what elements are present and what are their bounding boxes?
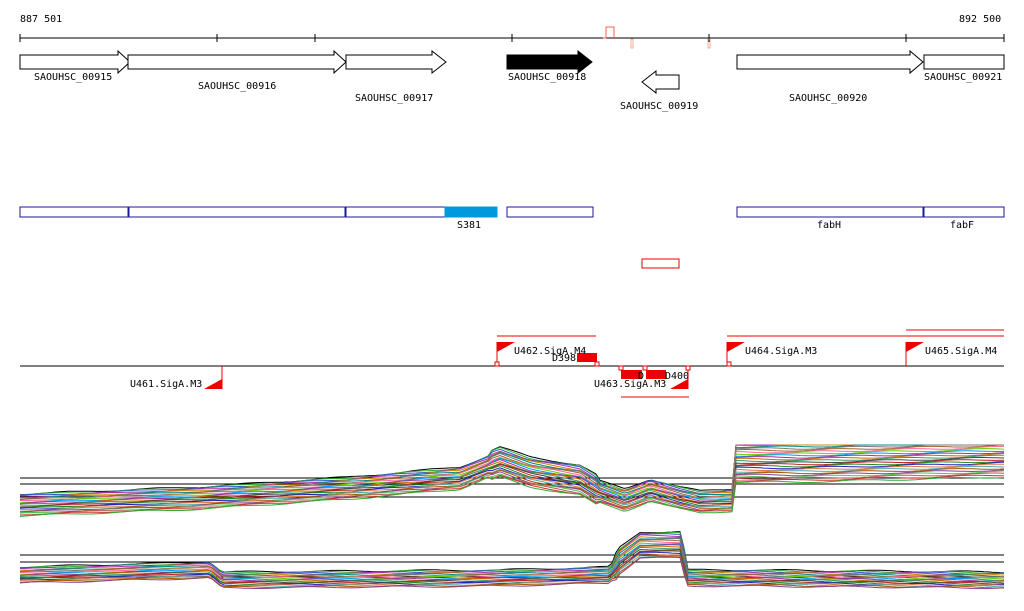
promoter-flag-u461[interactable] [204, 379, 222, 389]
operon-box[interactable] [506, 206, 594, 218]
expression-trace [20, 457, 1005, 508]
expression-trace [19, 556, 1005, 590]
promoter-flag-u462[interactable] [497, 342, 515, 352]
operon-label: fabF [950, 220, 974, 231]
signal-peak-marker [603, 26, 615, 39]
expression-trace [20, 444, 1004, 499]
expression-trace [19, 444, 1004, 500]
ruler-ticks [19, 34, 1005, 42]
gene-label: SAOUHSC_00918 [508, 72, 586, 83]
operon-box-s381[interactable] [444, 206, 498, 218]
coord-end: 892 500 [959, 14, 1001, 25]
expression-trace [19, 459, 1005, 509]
gene-label: SAOUHSC_00917 [355, 93, 433, 104]
promoter-flag-u465[interactable] [906, 342, 924, 352]
feature-box[interactable] [641, 258, 680, 269]
operon-label: S381 [457, 220, 481, 231]
gene-label: SAOUHSC_00919 [620, 101, 698, 112]
promoter-flag-u463[interactable] [670, 379, 688, 389]
promoter-label: U464.SigA.M3 [745, 346, 817, 357]
gene-arrow-g920[interactable] [736, 49, 924, 75]
coord-start: 887 501 [20, 14, 62, 25]
signal-tick-marker [630, 38, 634, 49]
expression-trace [19, 475, 1005, 517]
expression-trace [19, 450, 1005, 505]
gene-label: SAOUHSC_00915 [34, 72, 112, 83]
gene-track: SAOUHSC_00915 SAOUHSC_00916 SAOUHSC_0091… [19, 49, 1005, 112]
annotation-track: S381 fabH fabF [19, 206, 1005, 269]
operon-box-fabF[interactable] [923, 206, 1005, 218]
gene-arrow-g921[interactable] [923, 54, 1005, 70]
segment-label: D [638, 371, 644, 382]
gene-arrow-g918[interactable] [506, 49, 593, 75]
expression-track-1 [19, 444, 1005, 517]
operon-box-fabH[interactable] [736, 206, 924, 218]
promoter-flag-u464[interactable] [727, 342, 745, 352]
segment-label: D398 [552, 353, 576, 364]
promoter-track: U461.SigA.M3 U462.SigA.M4 U463.SigA.M3 U… [20, 329, 1004, 398]
gene-arrow-g915[interactable] [19, 49, 131, 75]
expression-trace [19, 470, 1005, 514]
signal-tick-marker [707, 38, 711, 49]
promoter-label: U462.SigA.M4 [514, 346, 586, 357]
segment-d398[interactable] [577, 353, 597, 362]
operon-box[interactable] [345, 206, 447, 218]
expression-track-2 [19, 531, 1005, 590]
operon-label: fabH [817, 220, 841, 231]
gene-label: SAOUHSC_00921 [924, 72, 1002, 83]
gene-arrow-g919[interactable] [641, 69, 680, 95]
promoter-label: U461.SigA.M3 [130, 379, 202, 390]
segment-d400[interactable] [646, 370, 666, 379]
expression-trace [20, 448, 1005, 503]
segment-label: D400 [665, 371, 689, 382]
gene-label: SAOUHSC_00916 [198, 81, 276, 92]
gene-arrow-g917[interactable] [345, 49, 447, 75]
promoter-label: U463.SigA.M3 [594, 379, 666, 390]
operon-box[interactable] [19, 206, 129, 218]
operon-box[interactable] [128, 206, 346, 218]
expression-trace [19, 531, 1005, 574]
gene-label: SAOUHSC_00920 [789, 93, 867, 104]
gene-arrow-g916[interactable] [127, 49, 347, 75]
expression-trace [19, 474, 1005, 517]
expression-trace [19, 465, 1005, 512]
coordinate-ruler: 887 501 892 500 [19, 14, 1005, 49]
segment-d399[interactable] [621, 370, 642, 379]
promoter-label: U465.SigA.M4 [925, 346, 997, 357]
